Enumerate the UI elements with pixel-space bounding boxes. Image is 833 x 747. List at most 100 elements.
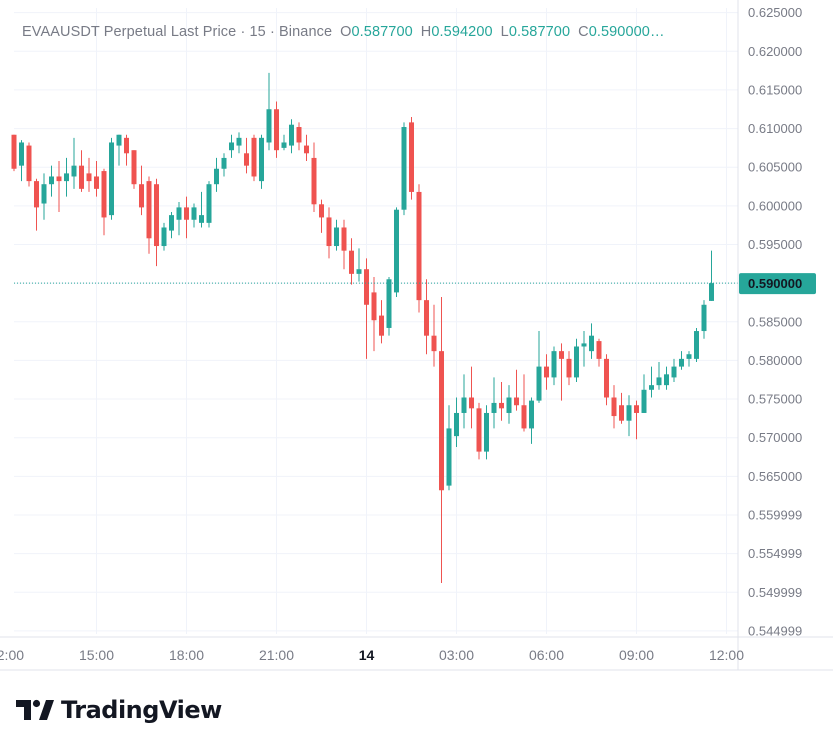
candle[interactable] [469,366,474,429]
candle[interactable] [199,191,204,228]
candle[interactable] [281,134,287,151]
candle[interactable] [161,222,167,251]
candle[interactable] [656,361,662,390]
candle[interactable] [34,178,39,231]
candle[interactable] [709,250,714,301]
candle[interactable] [101,168,107,236]
candle[interactable] [229,134,234,158]
candle[interactable] [139,165,144,216]
time-axis[interactable]: 12:00 15:00 18:00 21:00 14 03:00 06:00 09:00 12:… [0,636,833,671]
candle[interactable] [79,150,84,192]
candle[interactable] [386,276,392,336]
candle[interactable] [581,331,587,367]
candle[interactable] [574,338,579,383]
candle[interactable] [626,395,632,437]
candle[interactable] [694,327,699,362]
candle[interactable] [371,276,377,352]
candle[interactable] [206,181,212,228]
candle[interactable] [259,134,264,189]
candle[interactable] [289,119,294,154]
candles[interactable] [11,72,715,583]
candle[interactable] [116,134,122,166]
candle[interactable] [686,351,692,367]
price-chart[interactable]: 0.544999 0.549999 0.554999 0.559999 0.565000… [0,0,833,680]
candle[interactable] [191,203,197,228]
candle[interactable] [169,212,174,239]
candle[interactable] [41,173,47,220]
candle[interactable] [236,132,242,154]
candle[interactable] [109,137,114,220]
candle[interactable] [409,116,414,200]
candle[interactable] [529,397,534,444]
candle[interactable] [379,300,384,344]
candle[interactable] [341,219,347,270]
candle[interactable] [566,351,572,386]
candle[interactable] [11,134,17,172]
candle[interactable] [304,134,309,162]
candle[interactable] [611,385,617,429]
candle[interactable] [596,338,602,367]
candle[interactable] [589,323,594,359]
candle[interactable] [439,297,444,583]
candle[interactable] [266,72,272,151]
candle[interactable] [214,157,219,192]
candle[interactable] [364,258,369,359]
candle[interactable] [64,157,69,197]
candle[interactable] [491,377,497,429]
candle[interactable] [679,351,684,370]
candle[interactable] [671,358,677,383]
candle[interactable] [356,248,362,282]
candle[interactable] [49,165,54,197]
candle[interactable] [274,101,279,158]
candle[interactable] [394,207,399,298]
candle[interactable] [221,153,227,177]
candle[interactable] [251,134,257,182]
candle[interactable] [154,178,159,267]
candle[interactable] [506,385,512,424]
candle[interactable] [536,331,542,403]
candle[interactable] [56,161,62,213]
candle[interactable] [244,137,249,174]
candle[interactable] [176,201,182,236]
candle[interactable] [544,354,549,390]
candle[interactable] [19,140,24,182]
candle[interactable] [131,150,137,189]
candle[interactable] [619,392,624,424]
candle[interactable] [124,134,129,166]
candle[interactable] [641,374,647,413]
candle[interactable] [649,366,654,398]
price-axis[interactable]: 0.544999 0.549999 0.554999 0.559999 0.565000… [737,0,802,670]
candle[interactable] [701,300,707,339]
tradingview-branding[interactable]: TradingView [16,694,222,726]
candle[interactable] [319,199,324,233]
candle[interactable] [401,122,407,216]
candle[interactable] [416,184,422,313]
candle[interactable] [559,343,564,401]
candle[interactable] [604,354,609,406]
candle[interactable] [86,157,92,192]
candle[interactable] [26,142,32,187]
candle[interactable] [184,196,189,239]
candle[interactable] [476,402,482,460]
candle[interactable] [326,207,332,259]
candle[interactable] [424,279,429,355]
candle[interactable] [484,405,489,460]
candle[interactable] [94,161,99,197]
candle[interactable] [71,137,77,189]
candle[interactable] [454,397,459,447]
candle[interactable] [349,238,354,285]
candle[interactable] [146,176,152,254]
candle[interactable] [514,369,519,411]
candle[interactable] [431,304,437,367]
candle[interactable] [334,219,339,251]
candle[interactable] [461,374,467,429]
candle[interactable] [551,346,557,386]
candlestick-chart[interactable]: 0.544999 0.549999 0.554999 0.559999 0.565000… [0,0,833,680]
candle[interactable] [521,374,527,432]
candle[interactable] [664,366,669,390]
candle[interactable] [311,142,317,213]
candle[interactable] [499,382,504,421]
candle[interactable] [296,122,302,151]
candle[interactable] [634,400,639,440]
candle[interactable] [446,405,452,491]
